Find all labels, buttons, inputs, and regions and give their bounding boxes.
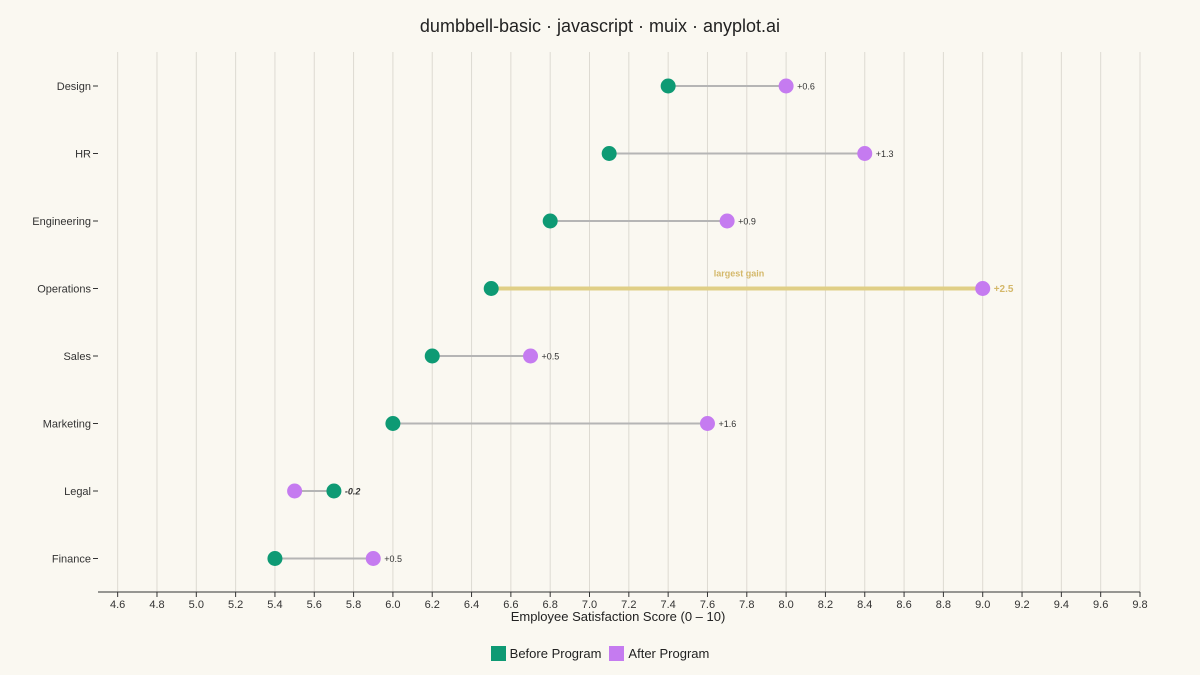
x-tick-label: 5.4 xyxy=(267,599,282,611)
legend: Before Program After Program xyxy=(0,646,1200,661)
x-tick-label: 7.4 xyxy=(661,599,676,611)
delta-label: +1.6 xyxy=(718,419,736,429)
grid-lines xyxy=(117,52,1141,592)
y-axis: Design HR Engineering Operations Sales Market… xyxy=(32,81,98,566)
x-tick-label: 8.8 xyxy=(936,599,951,611)
point-before xyxy=(326,483,342,499)
point-after xyxy=(699,416,715,431)
point-before xyxy=(601,146,617,161)
point-before xyxy=(660,78,676,94)
delta-label: +2.5 xyxy=(994,284,1014,295)
data-points xyxy=(267,78,991,566)
delta-label: +0.6 xyxy=(797,82,815,92)
x-tick-label: 7.2 xyxy=(621,599,636,611)
x-tick-label: 4.8 xyxy=(149,599,164,611)
x-tick-label: 4.6 xyxy=(110,599,125,611)
point-before xyxy=(385,416,401,431)
x-tick-label: 5.2 xyxy=(228,599,243,611)
y-tick-label: Operations xyxy=(37,284,91,296)
x-tick-label: 5.6 xyxy=(307,599,322,611)
delta-label: -0.2 xyxy=(345,487,361,497)
point-after xyxy=(719,213,735,229)
legend-item-after: After Program xyxy=(609,646,709,661)
x-tick-label: 8.2 xyxy=(818,599,833,611)
legend-swatch-after xyxy=(609,646,625,661)
point-after xyxy=(778,78,794,94)
legend-label-before: Before Program xyxy=(509,646,602,661)
y-tick-label: Finance xyxy=(52,554,91,566)
x-tick-label: 7.6 xyxy=(700,599,715,611)
x-tick-label: 6.4 xyxy=(464,599,479,611)
delta-label: +0.5 xyxy=(542,352,560,362)
x-tick-label: 9.4 xyxy=(1054,599,1069,611)
point-before xyxy=(424,348,440,364)
point-after xyxy=(523,348,539,364)
x-tick-label: 8.6 xyxy=(896,599,911,611)
x-tick-label: 9.0 xyxy=(975,599,990,611)
point-after xyxy=(857,146,873,161)
y-tick-label: Sales xyxy=(63,351,91,363)
x-tick-label: 7.8 xyxy=(739,599,754,611)
annotations: largest gain xyxy=(714,269,765,279)
point-before xyxy=(267,551,283,566)
point-before xyxy=(483,281,499,296)
annotation-label: largest gain xyxy=(714,269,765,279)
delta-label: +0.9 xyxy=(738,217,756,227)
legend-label-after: After Program xyxy=(628,646,710,661)
y-tick-label: Design xyxy=(57,81,91,93)
y-tick-label: Engineering xyxy=(32,216,91,228)
point-after xyxy=(365,551,381,566)
x-tick-label: 6.2 xyxy=(425,599,440,611)
connectors xyxy=(274,85,983,560)
chart-title: dumbbell-basic · javascript · muix · any… xyxy=(420,16,780,36)
point-after xyxy=(287,483,303,499)
y-tick-label: Marketing xyxy=(43,419,91,431)
x-axis: 4.6 4.8 5.0 5.2 5.4 5.6 5.8 6.0 6.2 6.4 6.6 6.8 7.0 7… xyxy=(98,591,1148,611)
legend-swatch-before xyxy=(490,646,506,661)
x-tick-label: 8.0 xyxy=(778,599,793,611)
x-tick-label: 9.8 xyxy=(1132,599,1147,611)
x-tick-label: 5.8 xyxy=(346,599,361,611)
delta-label: +1.3 xyxy=(876,149,894,159)
x-tick-label: 9.6 xyxy=(1093,599,1108,611)
x-tick-label: 7.0 xyxy=(582,599,597,611)
y-tick-label: HR xyxy=(75,149,91,161)
x-tick-label: 5.0 xyxy=(189,599,204,611)
x-tick-label: 6.6 xyxy=(503,599,518,611)
x-tick-label: 6.8 xyxy=(543,599,558,611)
x-tick-label: 6.0 xyxy=(385,599,400,611)
legend-item-before: Before Program xyxy=(490,646,602,661)
delta-labels: +0.6 +1.3 +0.9 +2.5 +0.5 +1.6 -0.2 +0.5 xyxy=(345,82,1014,565)
point-before xyxy=(542,213,558,229)
y-tick-label: Legal xyxy=(64,486,91,498)
x-tick-label: 8.4 xyxy=(857,599,872,611)
delta-label: +0.5 xyxy=(384,554,402,564)
x-tick-label: 9.2 xyxy=(1014,599,1029,611)
point-after xyxy=(975,281,991,296)
x-axis-label: Employee Satisfaction Score (0 – 10) xyxy=(511,609,726,624)
